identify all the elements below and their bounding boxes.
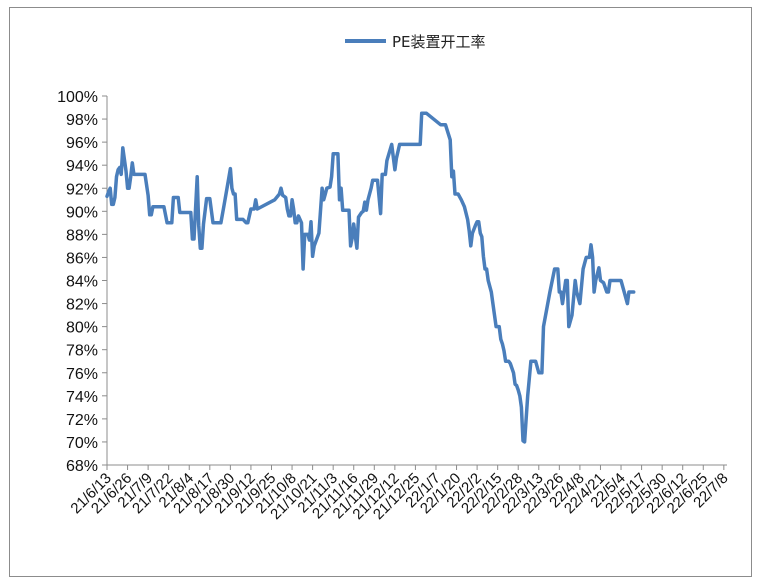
y-tick-label: 100%	[57, 89, 98, 106]
y-tick-label: 74%	[66, 389, 98, 406]
y-tick-label: 94%	[66, 158, 98, 175]
y-tick-label: 96%	[66, 135, 98, 152]
y-tick-label: 92%	[66, 181, 98, 198]
y-tick-label: 86%	[66, 250, 98, 267]
y-tick-label: 90%	[66, 204, 98, 221]
y-tick-label: 78%	[66, 343, 98, 360]
y-tick-label: 88%	[66, 227, 98, 244]
y-tick-label: 72%	[66, 412, 98, 429]
y-tick-label: 68%	[66, 458, 98, 475]
y-axis-ticks: 68% 70% 72% 74% 76% 78% 80% 82% 84% 86% 88% 90% 92% 9…	[57, 89, 107, 475]
legend-label: PE装置开工率	[392, 33, 486, 51]
y-tick-label: 82%	[66, 297, 98, 314]
y-tick-label: 70%	[66, 435, 98, 452]
series-line	[105, 111, 636, 444]
x-axis-ticks: 21/6/1321/6/2621/7/921/7/2221/8/421/8/17…	[67, 465, 732, 523]
y-tick-label: 98%	[66, 112, 98, 129]
legend: PE装置开工率	[345, 33, 486, 51]
y-tick-label: 84%	[66, 274, 98, 291]
y-tick-label: 80%	[66, 320, 98, 337]
series-layer	[105, 111, 636, 444]
y-tick-label: 76%	[66, 366, 98, 383]
